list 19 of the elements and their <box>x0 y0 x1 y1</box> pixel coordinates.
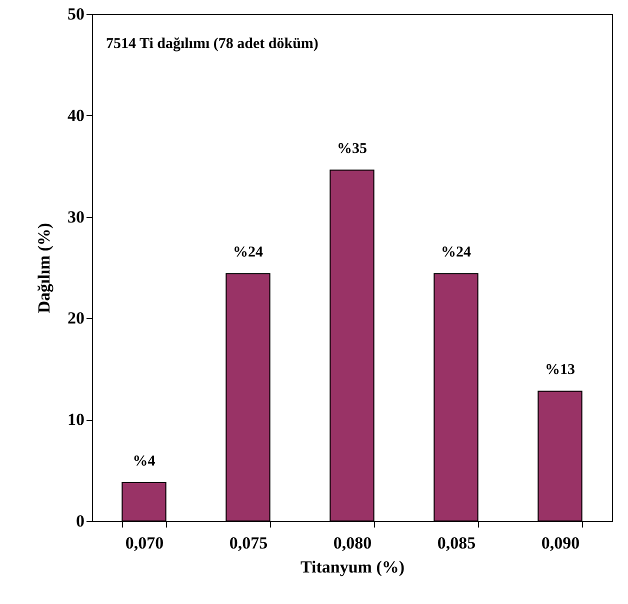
x-tick-label: 0,075 <box>229 534 268 552</box>
data-label: %35 <box>337 141 367 158</box>
x-tick-label: 0,070 <box>125 534 164 552</box>
data-label: %13 <box>545 362 575 378</box>
x-tick-label: 0,085 <box>437 534 476 552</box>
y-tick-label: 30 <box>68 207 84 226</box>
data-label: %24 <box>233 244 264 261</box>
x-axis-title: Titanyum (%) <box>300 558 405 576</box>
data-label: %4 <box>132 453 156 470</box>
y-tick-label: 0 <box>76 512 84 530</box>
y-axis-title: Dağılım (%) <box>34 222 54 314</box>
y-tick-label: 40 <box>68 106 84 125</box>
data-label: %24 <box>441 244 472 261</box>
y-tick-label: 10 <box>68 410 84 430</box>
x-tick-label: 0,090 <box>541 534 580 552</box>
annotation: 7514 Ti dağılımı (78 adet döküm) <box>106 36 318 52</box>
x-tick-label: 0,080 <box>333 534 372 552</box>
y-tick-label: 20 <box>68 308 84 328</box>
y-tick-label: 50 <box>68 4 84 24</box>
